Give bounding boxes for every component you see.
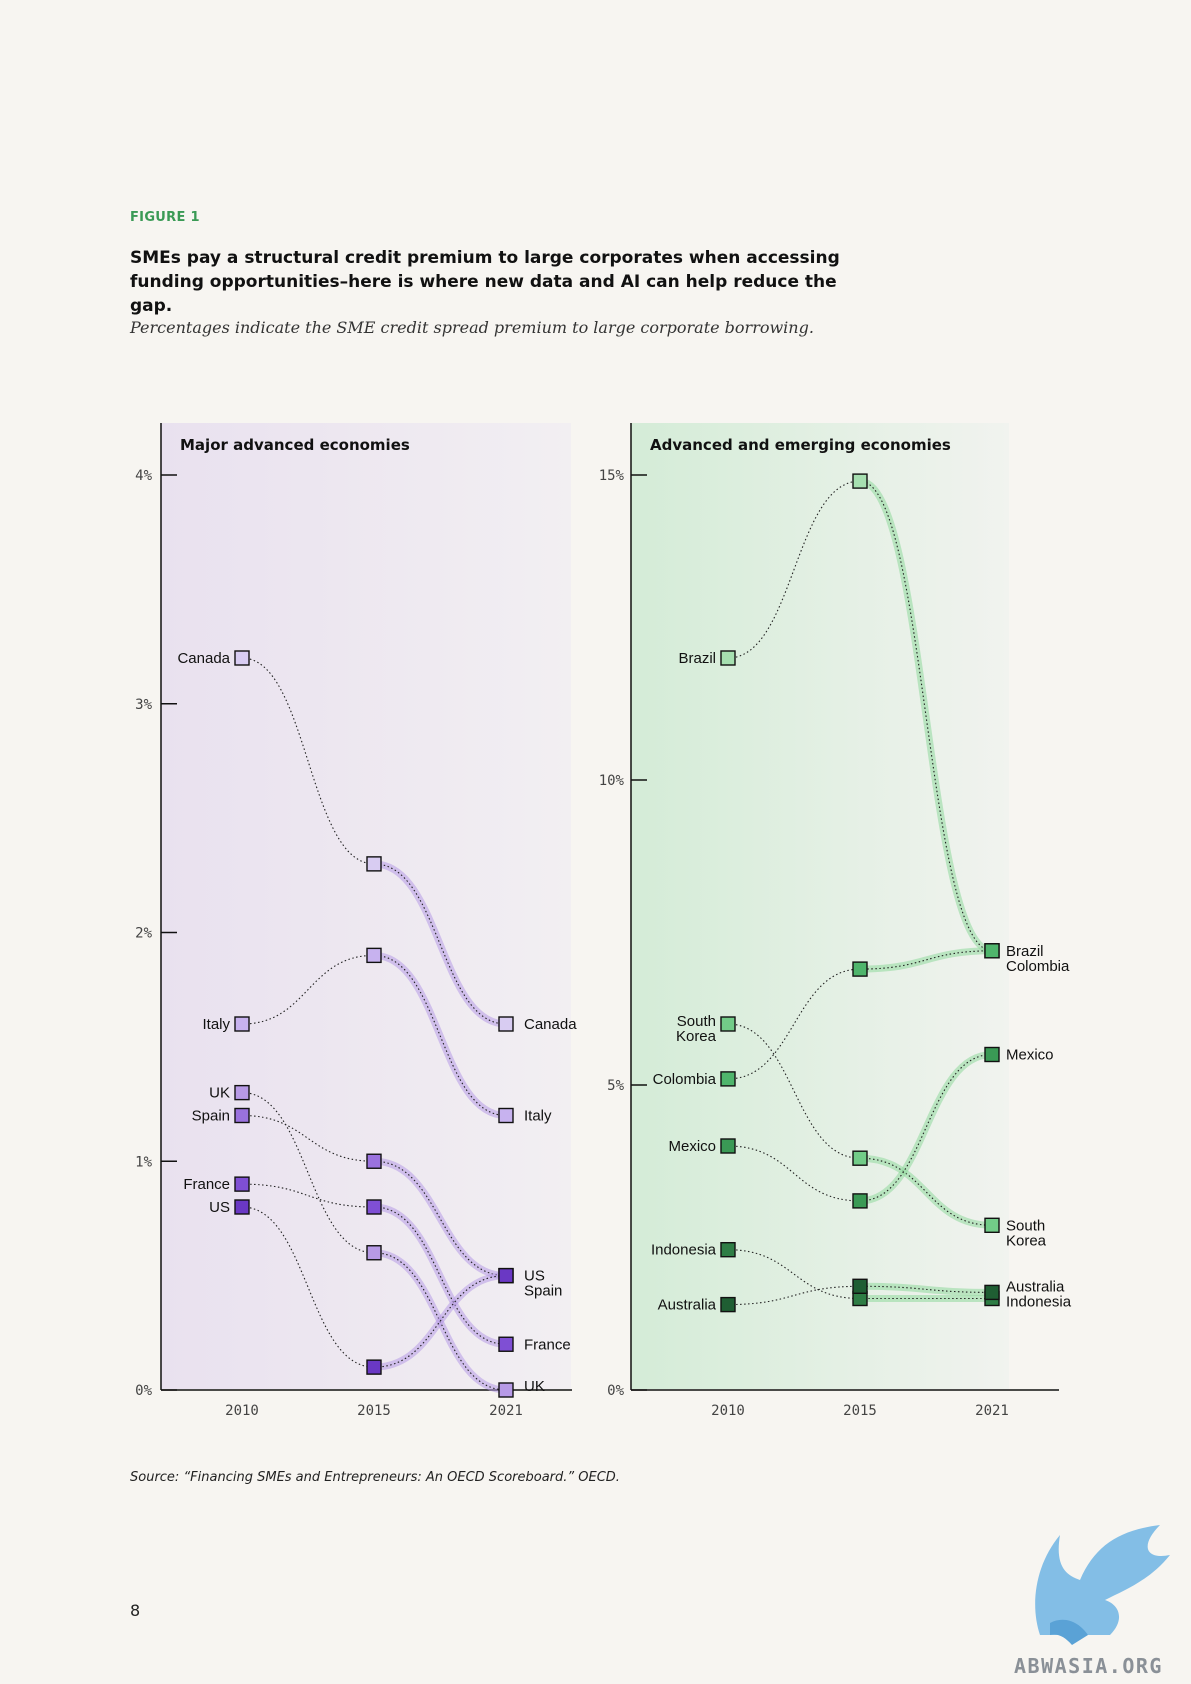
right-chart: Advanced and emerging economies 0% 5% 10% 1…	[599, 423, 1072, 1419]
marker	[720, 650, 736, 666]
series-line	[727, 950, 993, 1080]
marker	[852, 961, 868, 977]
series-label: UK	[209, 1085, 230, 1102]
series-label: Canada	[177, 650, 230, 667]
y-tick-label: 10%	[599, 773, 625, 789]
watermark: ABWASIA.ORG	[1014, 1525, 1170, 1678]
x-tick-label: 2021	[489, 1403, 523, 1419]
series-end-label: Brazil Colombia	[1006, 943, 1070, 975]
series-line	[241, 1183, 507, 1345]
marker	[852, 1278, 868, 1295]
figure-source: Source: “Financing SMEs and Entrepreneur…	[130, 1470, 620, 1485]
x-tick-label: 2015	[843, 1403, 877, 1419]
series-label: France	[183, 1176, 230, 1193]
series-line	[241, 1206, 507, 1368]
marker	[984, 1046, 1000, 1063]
y-tick-label: 0%	[135, 1383, 152, 1399]
marker	[984, 1217, 1000, 1234]
y-tick-label: 0%	[607, 1383, 624, 1399]
x-tick-label: 2015	[357, 1403, 391, 1419]
series-label: Colombia	[653, 1071, 717, 1088]
right-panel-bg	[631, 423, 1009, 1389]
figure-label: FIGURE 1	[130, 210, 200, 225]
series-label: Australia	[658, 1297, 717, 1314]
left-panel-title: Major advanced economies	[180, 436, 410, 454]
series-label: Mexico	[668, 1138, 716, 1155]
y-tick-label: 2%	[135, 926, 152, 942]
series-line	[727, 480, 993, 952]
marker	[498, 1267, 514, 1284]
series-label: Brazil	[678, 650, 716, 667]
series-end-label: Canada	[524, 1016, 577, 1033]
marker	[498, 1016, 514, 1032]
y-tick-label: 1%	[135, 1154, 152, 1170]
right-panel-title: Advanced and emerging economies	[650, 436, 951, 454]
series-end-label: Italy	[524, 1108, 552, 1125]
y-tick-label: 5%	[607, 1078, 624, 1094]
series-label: South Korea	[676, 1013, 717, 1045]
marker	[720, 1241, 736, 1258]
x-tick-label: 2010	[711, 1403, 745, 1419]
marker	[234, 1084, 250, 1101]
marker	[720, 1071, 736, 1087]
figure-subtitle: Percentages indicate the SME credit spre…	[130, 318, 814, 337]
watermark-text: ABWASIA.ORG	[1014, 1654, 1163, 1678]
marker	[984, 943, 1000, 959]
marker	[852, 1193, 868, 1209]
marker	[498, 1336, 514, 1352]
marker	[366, 947, 382, 964]
page-number: 8	[130, 1601, 141, 1620]
series-line	[727, 1249, 992, 1300]
series-line	[241, 657, 507, 1025]
marker	[366, 856, 382, 872]
marker	[720, 1016, 736, 1032]
series-glow	[856, 1051, 996, 1205]
x-tick-label: 2010	[225, 1403, 259, 1419]
y-tick-label: 4%	[135, 468, 152, 484]
left-chart: Major advanced economies 0% 1% 2% 3% 4% 2010…	[135, 423, 577, 1419]
series-end-label: Mexico	[1006, 1047, 1054, 1064]
series-end-label: Australia Indonesia	[1006, 1278, 1072, 1310]
marker	[498, 1107, 514, 1124]
series-label: Italy	[202, 1016, 230, 1033]
marker	[366, 1359, 382, 1375]
marker	[234, 1016, 250, 1032]
marker	[234, 1199, 250, 1215]
series-end-label: UK	[524, 1378, 545, 1395]
series-end-label: France	[524, 1336, 571, 1353]
marker	[852, 473, 868, 489]
x-tick-label: 2021	[975, 1403, 1009, 1419]
y-tick-label: 15%	[599, 468, 625, 484]
series-line	[241, 954, 507, 1117]
marker	[234, 650, 250, 666]
series-line	[241, 1092, 507, 1391]
marker	[498, 1382, 514, 1398]
y-tick-label: 3%	[135, 697, 152, 713]
marker	[366, 1153, 382, 1169]
marker	[234, 1107, 250, 1124]
series-label: Indonesia	[651, 1242, 717, 1259]
series-label: US	[209, 1199, 230, 1216]
marker	[366, 1245, 382, 1261]
marker	[720, 1296, 736, 1313]
series-end-label: US Spain	[524, 1268, 562, 1300]
charts-area: Major advanced economies 0% 1% 2% 3% 4% 2010…	[135, 423, 1072, 1419]
griffin-icon	[1035, 1525, 1170, 1645]
marker	[234, 1176, 250, 1192]
marker	[852, 1150, 868, 1166]
marker	[366, 1199, 382, 1215]
left-panel-bg	[161, 423, 571, 1389]
series-label: Spain	[192, 1108, 230, 1125]
marker	[984, 1284, 1000, 1301]
series-end-label: South Korea	[1006, 1217, 1047, 1249]
figure-title: SMEs pay a structural credit premium to …	[130, 248, 840, 316]
series-line	[727, 1285, 993, 1306]
marker	[720, 1138, 736, 1154]
